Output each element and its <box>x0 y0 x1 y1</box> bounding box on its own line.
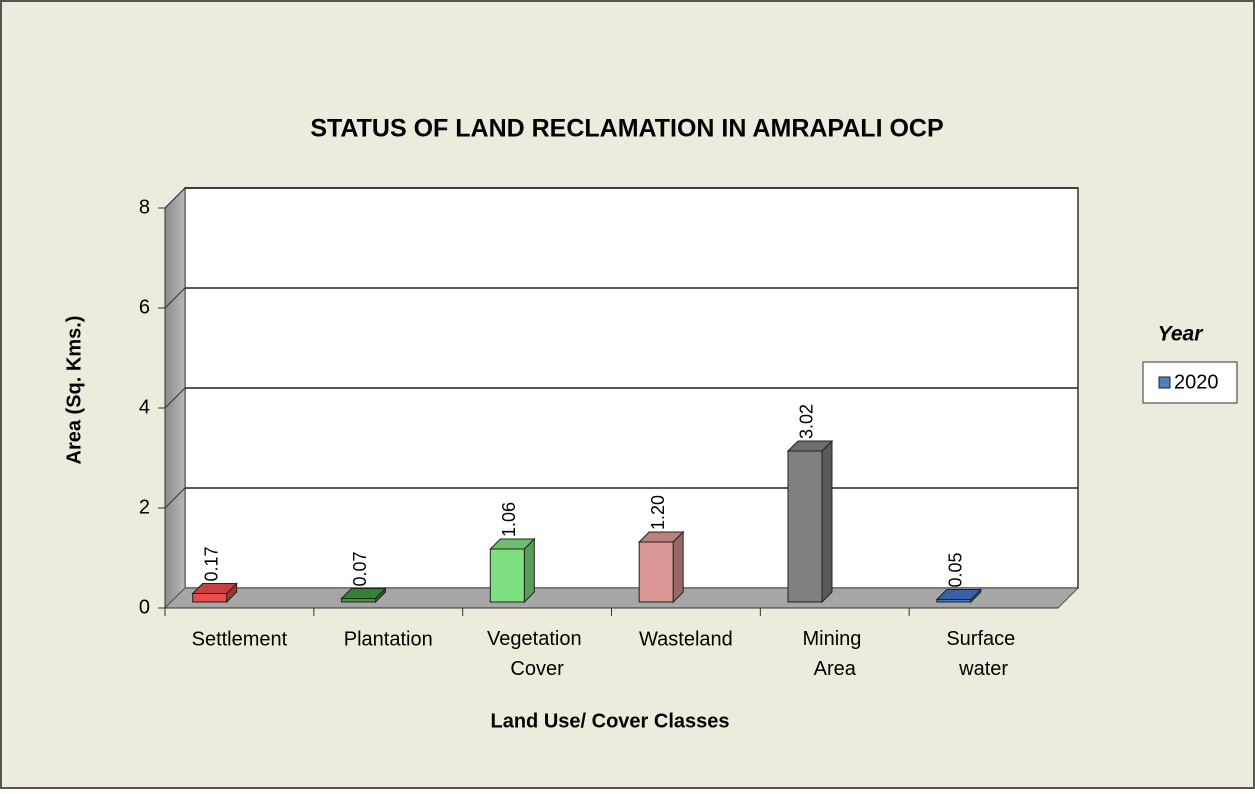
data-label: 1.20 <box>648 495 668 530</box>
y-tick-label: 0 <box>139 596 150 618</box>
x-tick-label: Settlement <box>192 628 288 650</box>
data-label: 0.07 <box>350 551 370 586</box>
bar <box>936 599 972 603</box>
grid-line-side <box>164 287 186 309</box>
data-label: 0.17 <box>201 546 221 581</box>
x-axis-label: Land Use/ Cover Classes <box>491 710 730 732</box>
legend-swatch <box>1158 376 1171 389</box>
y-tick-label: 8 <box>139 196 150 218</box>
x-tick-label: Surface water <box>946 628 1020 680</box>
bar <box>192 593 228 603</box>
bar <box>638 541 674 603</box>
bar-side <box>821 439 833 604</box>
data-label: 3.02 <box>797 404 817 439</box>
x-tick-label: Plantation <box>344 628 433 650</box>
bar-side <box>523 537 535 604</box>
x-tick-label: Mining Area <box>803 628 867 680</box>
data-label: 1.06 <box>499 502 519 537</box>
grid-line-side <box>164 487 186 509</box>
legend-label: 2020 <box>1174 371 1219 393</box>
x-tick-label: Vegetation Cover <box>487 628 587 680</box>
bar-side <box>672 530 684 604</box>
bar <box>340 598 376 603</box>
chart-title: STATUS OF LAND RECLAMATION IN AMRAPALI O… <box>310 115 943 143</box>
x-tick-label: Wasteland <box>639 628 733 650</box>
grid-line-side <box>164 187 186 209</box>
y-tick-label: 4 <box>139 396 150 418</box>
grid-line-side <box>164 387 186 409</box>
y-tick-label: 2 <box>139 496 150 518</box>
y-tick-label: 6 <box>139 296 150 318</box>
bar <box>787 450 823 603</box>
legend-title: Year <box>1158 323 1205 346</box>
y-axis-label: Area (Sq. Kms.) <box>63 316 85 465</box>
data-label: 0.05 <box>946 552 966 587</box>
bar <box>489 548 525 603</box>
